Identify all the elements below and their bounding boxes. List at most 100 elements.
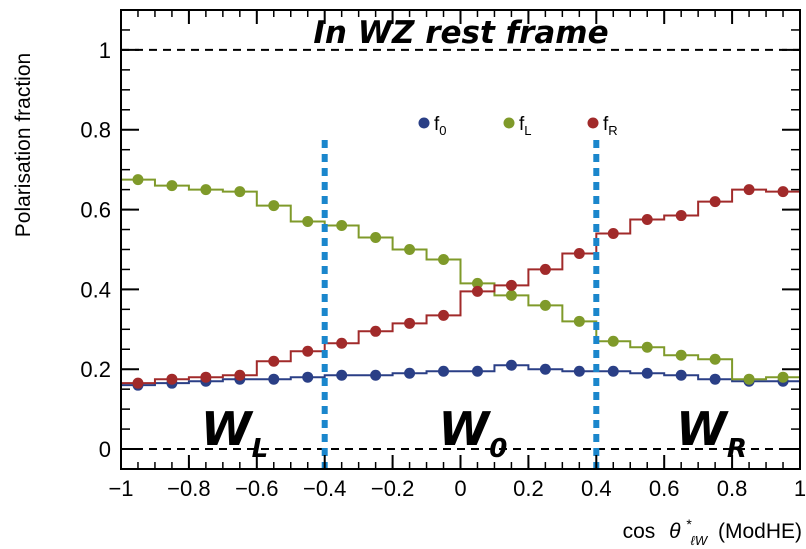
data-point-f0	[471, 365, 483, 377]
legend-marker-fR	[587, 117, 599, 129]
y-tick-label: 0.6	[80, 198, 111, 223]
legend-marker-f0	[418, 117, 430, 129]
data-point-f0	[539, 363, 551, 375]
step-line-f0	[121, 364, 800, 387]
x-tick-label: −1	[108, 476, 133, 501]
data-point-fR	[709, 196, 721, 208]
data-point-fR	[505, 279, 517, 291]
data-point-fL	[370, 232, 382, 244]
data-point-fL	[336, 220, 348, 232]
y-axis-title: Polarisation fraction	[12, 53, 35, 237]
data-point-fL	[607, 335, 619, 347]
data-point-f0	[336, 369, 348, 381]
series-points	[132, 174, 789, 391]
data-point-fR	[370, 325, 382, 337]
chart-title: In WZ rest frame	[313, 15, 608, 51]
legend-label-sub: R	[608, 123, 617, 138]
x-tick-label: −0.2	[371, 476, 414, 501]
data-point-f0	[302, 371, 314, 383]
region-label-main: W	[676, 402, 729, 456]
data-point-f0	[505, 359, 517, 371]
x-tick-label: −0.8	[167, 476, 210, 501]
y-tick-label: 0.4	[80, 277, 111, 302]
data-point-f0	[404, 367, 416, 379]
data-point-fR	[471, 285, 483, 297]
legend-label-sub: 0	[439, 123, 446, 138]
region-label-sub: L	[252, 434, 269, 464]
legend-label-fL: fL	[519, 114, 532, 138]
legend: f0 fL fR	[418, 114, 618, 138]
legend-label-sub: L	[524, 123, 531, 138]
data-point-fR	[166, 373, 178, 385]
x-tick-label: −0.4	[303, 476, 346, 501]
data-point-f0	[438, 365, 450, 377]
x-tick-label: 0	[454, 476, 466, 501]
x-axis-title-theta: θ	[669, 520, 681, 543]
data-point-fR	[132, 377, 144, 389]
data-point-fR	[336, 337, 348, 349]
x-axis-title-main: cos	[623, 520, 656, 543]
tick-labels: −1 −0.8 −0.6 −0.4 −0.2 0 0.2 0.4 0.6 0.8 100.20.40…	[80, 38, 806, 501]
y-tick-label: 0.8	[80, 118, 111, 143]
data-point-fR	[302, 345, 314, 357]
x-tick-label: 1	[794, 476, 806, 501]
region-label-sub: R	[727, 434, 747, 464]
x-axis-title-suffix: (ModHE)	[718, 520, 802, 543]
data-point-f0	[641, 367, 653, 379]
data-point-f0	[607, 365, 619, 377]
data-point-fR	[743, 184, 755, 196]
axis-ticks	[120, 9, 801, 469]
data-point-fL	[641, 341, 653, 353]
region-label-main: W	[201, 402, 254, 456]
x-axis-title: cos θ * ℓW (ModHE)	[623, 511, 802, 549]
data-point-fL	[573, 315, 585, 327]
x-tick-label: 0.4	[581, 476, 612, 501]
region-label-sub: 0	[489, 434, 507, 464]
y-tick-label: 0	[99, 437, 111, 462]
data-point-fR	[404, 317, 416, 329]
data-point-fL	[132, 174, 144, 186]
data-point-fL	[302, 216, 314, 228]
data-point-fL	[743, 373, 755, 385]
reference-lines	[121, 48, 800, 451]
data-point-f0	[268, 373, 280, 385]
region-label-L: WL	[201, 402, 268, 464]
x-axis-title-sup: *	[686, 516, 692, 532]
region-label-R: WR	[676, 402, 747, 464]
legend-label-f0: f0	[434, 114, 447, 138]
data-point-fL	[200, 184, 212, 196]
data-point-f0	[573, 365, 585, 377]
y-tick-label: 0.2	[80, 357, 111, 382]
y-tick-label: 1	[99, 38, 111, 63]
legend-label-main: f	[434, 114, 440, 135]
data-point-fR	[607, 228, 619, 240]
data-point-fR	[200, 371, 212, 383]
data-point-fL	[777, 371, 789, 383]
data-point-fL	[166, 180, 178, 192]
legend-marker-fL	[503, 117, 515, 129]
region-label-main: W	[439, 402, 492, 456]
data-point-fR	[777, 186, 789, 198]
data-point-fR	[539, 263, 551, 275]
data-point-fR	[675, 210, 687, 222]
data-point-fL	[675, 349, 687, 361]
data-point-fL	[234, 186, 246, 198]
data-point-fL	[471, 277, 483, 289]
legend-label-fR: fR	[603, 114, 618, 138]
data-point-fR	[234, 369, 246, 381]
region-labels: WL W0 WR	[201, 402, 747, 464]
data-point-f0	[370, 369, 382, 381]
x-tick-label: −0.6	[235, 476, 278, 501]
data-point-fR	[573, 247, 585, 259]
data-point-fR	[438, 309, 450, 321]
data-point-fL	[268, 200, 280, 212]
region-label-0: W0	[439, 402, 508, 464]
data-point-f0	[709, 373, 721, 385]
data-point-fL	[404, 243, 416, 255]
data-point-fL	[505, 289, 517, 301]
x-tick-label: 0.2	[513, 476, 544, 501]
data-point-f0	[675, 369, 687, 381]
data-point-fL	[539, 299, 551, 311]
